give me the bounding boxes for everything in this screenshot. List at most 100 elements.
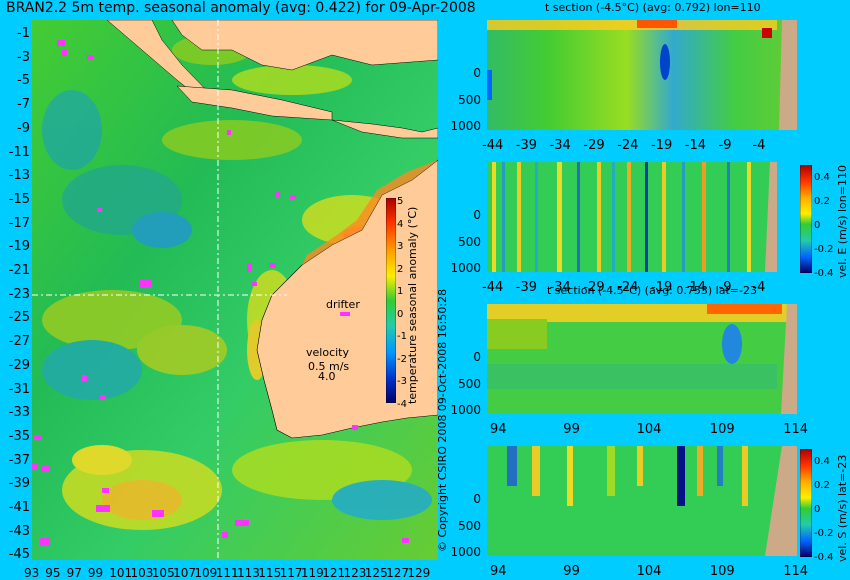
map-colorbar-tick: -3: [397, 376, 407, 387]
panel-1-title: t section (-4.5°C) (avg: 0.792) lon=110: [545, 1, 761, 14]
lat-tick-label: -33: [8, 405, 30, 421]
lat-tick-label: -11: [8, 144, 30, 160]
panel-3-x-tick: 114: [783, 422, 809, 437]
drifter-markers: [32, 40, 409, 546]
panel-3-y-tick: 1000: [450, 403, 481, 417]
lat-tick-label: -21: [8, 263, 30, 278]
velocity-label: velocity: [306, 346, 349, 359]
panel-3-land: [781, 304, 797, 414]
panel-3-x-tick: 109: [709, 422, 735, 437]
panel-2-x-tick: -14: [684, 280, 707, 295]
panel-4-colorbar-tick: 0: [814, 504, 821, 515]
map-colorbar-tick: -2: [397, 353, 407, 365]
lat-tick-label: -27: [8, 334, 30, 350]
lon-tick-label: 103: [130, 566, 154, 580]
drifter-legend-marker: [340, 312, 350, 316]
section-panel-2[interactable]: [487, 162, 777, 272]
drifter-label: drifter: [326, 298, 360, 311]
lon-tick-label: 121: [322, 566, 346, 580]
lat-tick-label: -39: [8, 476, 30, 492]
panel-2-x-tick: -44: [482, 280, 504, 295]
panel-1-land: [779, 20, 797, 130]
panel-2-x-tick: -34: [549, 280, 571, 295]
lon-tick-label: 123: [343, 566, 367, 580]
panel-1-x-tick: -9: [718, 138, 732, 153]
anomaly-map[interactable]: [32, 20, 438, 560]
lat-tick-label: -7: [17, 97, 30, 113]
lat-tick-label: -29: [8, 357, 30, 373]
panel-2-y-tick: 1000: [450, 261, 481, 275]
lat-tick-label: -5: [17, 73, 30, 89]
panel-2-x-tick: -39: [515, 280, 538, 295]
panel-4-colorbar-tick: 0.4: [814, 456, 830, 467]
lon-tick-label: 125: [364, 566, 388, 580]
lon-tick-label: 119: [300, 566, 324, 580]
section-panel-3[interactable]: [487, 304, 797, 414]
panel-3-x-tick: 94: [490, 422, 507, 437]
lon-tick-label: 99: [87, 566, 104, 580]
section-panel-1[interactable]: [487, 20, 797, 130]
map-colorbar-tick: -1: [397, 331, 407, 342]
lon-tick-label: 97: [66, 566, 82, 580]
panel-2-y-tick: 500: [458, 235, 481, 249]
panel-2-x-tick: -4: [752, 280, 766, 295]
velocity-scale: 0.5 m/s: [308, 360, 350, 373]
lat-tick-label: -45: [8, 547, 30, 563]
lat-tick-label: -25: [8, 310, 30, 326]
panel-4-stripes: [507, 446, 748, 506]
section-panel-4[interactable]: [487, 446, 797, 556]
panel-4-y-tick: 500: [458, 519, 481, 533]
lat-tick-label: -15: [8, 191, 30, 207]
panel-2-colorbar-tick: 0.4: [814, 172, 830, 183]
panel-2-colorbar-tick: -0.4: [814, 268, 834, 279]
panel-1-x-tick: -29: [583, 138, 605, 153]
panel-2-colorbar: [800, 165, 812, 273]
panel-4-x-tick: 109: [709, 564, 735, 579]
lat-tick-label: -1: [17, 26, 30, 41]
lat-tick-label: -37: [8, 452, 30, 468]
map-colorbar-tick: 5: [397, 196, 404, 207]
map-colorbar-tick: -4: [397, 398, 407, 410]
panel-4-x-tick: 114: [783, 564, 809, 579]
panel-1-y-tick: 1000: [450, 119, 481, 133]
lat-tick-label: -43: [8, 523, 30, 539]
map-colorbar-tick: 3: [397, 241, 404, 252]
lat-tick-label: -13: [8, 168, 30, 184]
lon-tick-label: 93: [24, 566, 40, 580]
land-lesser-sunda: [331, 119, 438, 139]
map-colorbar-tick: 2: [397, 263, 404, 275]
panel-1-x-tick: -39: [515, 138, 538, 153]
panel-2-stripes: [492, 162, 751, 272]
lon-tick-label: 117: [279, 566, 303, 580]
panel-4-y-tick: 1000: [450, 545, 481, 559]
panel-2-colorbar-tick: -0.2: [814, 244, 834, 255]
lon-tick-label: 109: [194, 566, 218, 580]
panel-1-x-tick: -34: [549, 138, 571, 153]
panel-2-colorbar-label: vel. E (m/s) lon=110: [836, 165, 849, 278]
panel-4-x-tick: 104: [636, 564, 662, 579]
panel-1-x-tick: -24: [617, 138, 639, 153]
panel-2-x-tick: -29: [583, 280, 605, 295]
panel-4-colorbar-tick: -0.2: [814, 528, 834, 539]
map-colorbar-label: temperature seasonal anomaly (°C): [406, 206, 419, 404]
panel-1-y-tick: 500: [458, 93, 481, 107]
panel-1-x-tick: -14: [684, 138, 707, 153]
panel-4-x-tick: 99: [563, 564, 580, 579]
panel-1-x-tick: -44: [482, 138, 504, 153]
panel-4-colorbar-tick: 0.2: [814, 480, 830, 491]
panel-2-x-tick: -24: [617, 280, 639, 295]
lon-tick-label: 107: [173, 566, 196, 580]
lon-tick-label: 127: [386, 566, 409, 580]
lon-tick-label: 95: [45, 566, 61, 580]
lat-tick-label: -35: [8, 428, 30, 444]
lon-tick-label: 101: [109, 566, 133, 580]
lat-tick-label: -3: [17, 49, 30, 65]
map-colorbar: [386, 198, 396, 403]
panel-4-y-tick: 0: [473, 492, 481, 506]
lon-tick-label: 113: [237, 566, 260, 580]
panel-3-y-tick: 0: [473, 350, 481, 364]
lat-tick-label: -19: [8, 239, 30, 255]
panel-4-colorbar-tick: -0.4: [814, 552, 834, 563]
panel-1-x-tick: -4: [752, 138, 766, 153]
panel-2-land: [765, 162, 777, 272]
